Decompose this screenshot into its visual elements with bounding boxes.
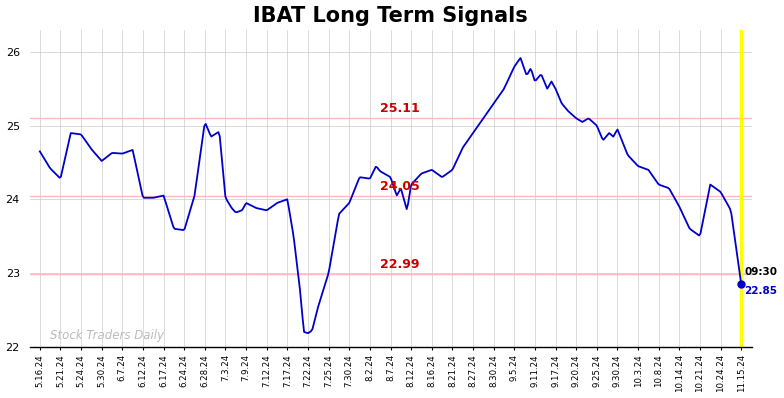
Text: 09:30: 09:30 [744,267,777,277]
Text: Stock Traders Daily: Stock Traders Daily [50,329,164,342]
Text: 25.11: 25.11 [380,101,420,115]
Text: 22.99: 22.99 [380,258,419,271]
Text: 22.85: 22.85 [744,285,777,296]
Title: IBAT Long Term Signals: IBAT Long Term Signals [253,6,528,25]
Text: 24.05: 24.05 [380,179,420,193]
